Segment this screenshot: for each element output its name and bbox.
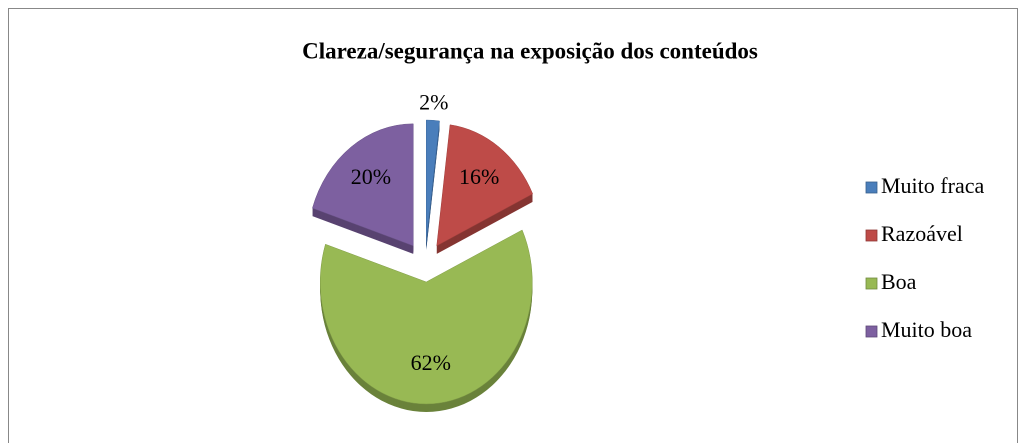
legend-marker: [865, 277, 878, 290]
legend-marker: [865, 181, 878, 194]
legend-label: Muito fraca: [881, 173, 984, 198]
legend-label: Razoável: [881, 221, 963, 246]
legend-label: Boa: [881, 269, 917, 294]
chart-title: Clareza/segurança na exposição dos conte…: [302, 38, 758, 63]
legend-label: Muito boa: [881, 317, 972, 342]
legend-marker: [865, 229, 878, 242]
data-label: 2%: [419, 89, 448, 114]
data-label: 16%: [459, 164, 499, 189]
data-label: 62%: [411, 350, 451, 375]
legend-marker: [865, 325, 878, 338]
chart-frame: [8, 8, 1018, 443]
slice: [436, 124, 533, 247]
slice: [426, 119, 440, 243]
slice: [312, 123, 414, 247]
slice: [320, 229, 533, 405]
data-label: 20%: [351, 164, 391, 189]
